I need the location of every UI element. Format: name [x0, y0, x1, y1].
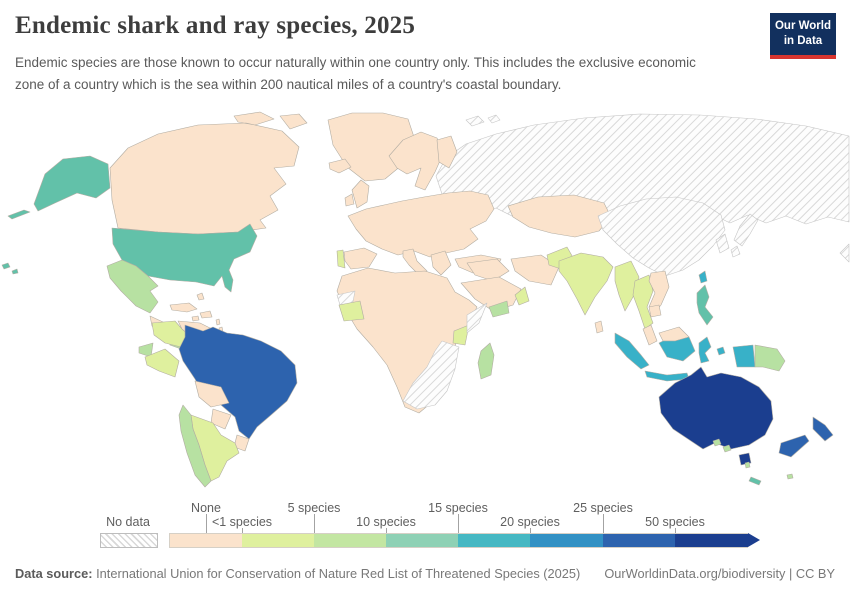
no-data-swatch[interactable] [100, 533, 158, 548]
legend-segment-5[interactable] [458, 533, 530, 548]
legend-segment-7[interactable] [603, 533, 675, 548]
country-new-zealand-south[interactable] [778, 434, 810, 458]
country-europe-continental[interactable] [347, 190, 495, 258]
legend-segment-8[interactable] [675, 533, 748, 548]
world-map [0, 110, 850, 502]
no-data-label: No data [106, 515, 150, 529]
country-india[interactable] [558, 252, 614, 316]
country-moluccas[interactable] [716, 346, 726, 356]
country-solomons[interactable] [712, 438, 732, 453]
country-svalbard[interactable] [465, 114, 501, 127]
legend-tick-6 [530, 528, 531, 533]
country-cuba[interactable] [169, 302, 198, 313]
country-taiwan[interactable] [698, 270, 708, 284]
country-brazil[interactable] [178, 324, 298, 440]
country-mexico[interactable] [106, 259, 159, 314]
legend-tick-2 [242, 528, 243, 533]
country-peru[interactable] [144, 348, 180, 378]
country-malay-peninsula[interactable] [642, 324, 658, 346]
country-somalia[interactable] [466, 302, 488, 334]
country-yemen[interactable] [488, 300, 510, 318]
country-sulawesi[interactable] [698, 336, 712, 364]
country-hawaii[interactable] [1, 262, 19, 275]
legend-tick-8 [675, 528, 676, 533]
legend-arrow [748, 533, 760, 547]
country-uk[interactable] [351, 179, 370, 209]
legend-label-4: 10 species [356, 515, 416, 529]
legend-tick-3 [314, 514, 315, 533]
chart-subtitle: Endemic species are those known to occur… [15, 55, 696, 92]
country-hispaniola[interactable] [199, 310, 213, 319]
legend-segment-3[interactable] [314, 533, 386, 548]
country-vanuatu[interactable] [744, 461, 751, 469]
country-alaska[interactable] [7, 155, 111, 220]
legend-segment-2[interactable] [242, 533, 314, 548]
country-iran[interactable] [510, 254, 560, 286]
legend-tick-4 [386, 528, 387, 533]
legend-label-3: 5 species [287, 501, 341, 515]
country-cambodia[interactable] [648, 304, 662, 318]
country-china[interactable] [597, 196, 726, 277]
country-japan[interactable] [730, 213, 759, 258]
legend-color-bar [169, 533, 748, 548]
legend-segment-1[interactable] [169, 533, 242, 548]
owid-logo-line2: in Data [783, 34, 823, 47]
country-chukotka-sliver[interactable] [839, 243, 850, 263]
country-iraq-syria[interactable] [466, 258, 510, 282]
legend-label-5: 15 species [428, 501, 488, 515]
country-iceland[interactable] [328, 158, 352, 174]
legend-label-6: 20 species [500, 515, 560, 529]
footer-link[interactable]: OurWorldinData.org/biodiversity | CC BY [604, 566, 835, 581]
country-sumatra[interactable] [614, 332, 650, 370]
country-bolivia[interactable] [194, 380, 230, 408]
map-legend: No data None <1 species 5 species 10 specie… [0, 498, 850, 554]
country-canada[interactable] [109, 111, 308, 235]
legend-tick-5 [458, 514, 459, 533]
country-papua-new-guinea[interactable] [754, 344, 786, 372]
country-spain[interactable] [343, 247, 378, 270]
country-balkans[interactable] [430, 250, 452, 276]
data-source: Data source: International Union for Con… [15, 566, 580, 581]
legend-label-7: 25 species [573, 501, 633, 515]
country-new-zealand-north[interactable] [812, 416, 834, 442]
country-scandinavia[interactable] [388, 131, 444, 191]
chart-footer: Data source: International Union for Con… [15, 566, 835, 581]
country-new-caledonia[interactable] [748, 476, 762, 486]
legend-segment-4[interactable] [386, 533, 458, 548]
country-portugal[interactable] [336, 249, 346, 269]
owid-logo-line1: Our World [774, 20, 831, 32]
country-korea[interactable] [715, 233, 730, 254]
country-bangladesh-myanmar[interactable] [614, 260, 640, 312]
legend-label-1: None [191, 501, 221, 515]
legend-tick-1 [206, 514, 207, 533]
world-map-svg [1, 111, 850, 488]
country-kazakhstan[interactable] [507, 194, 612, 238]
country-fiji[interactable] [786, 473, 794, 480]
legend-tick-7 [603, 514, 604, 533]
country-southeast-africa[interactable] [402, 340, 460, 410]
country-chile[interactable] [178, 404, 212, 488]
legend-label-8: 50 species [645, 515, 705, 529]
country-philippines[interactable] [696, 284, 714, 326]
page-title: Endemic shark and ray species, 2025 [15, 12, 416, 39]
country-borneo-indonesia[interactable] [658, 336, 696, 362]
owid-logo[interactable]: Our World in Data [770, 13, 836, 59]
country-paraguay[interactable] [210, 408, 232, 430]
country-mauritania[interactable] [338, 300, 365, 322]
country-australia[interactable] [658, 366, 774, 450]
country-ireland[interactable] [344, 193, 355, 207]
country-finland[interactable] [436, 135, 458, 169]
data-source-text: International Union for Conservation of … [96, 566, 581, 581]
country-west-papua[interactable] [732, 344, 756, 368]
country-oman[interactable] [514, 286, 530, 306]
legend-segment-6[interactable] [530, 533, 603, 548]
country-sri-lanka[interactable] [594, 320, 604, 334]
country-madagascar[interactable] [477, 342, 495, 380]
legend-label-2: <1 species [211, 515, 273, 529]
data-source-label: Data source: [15, 566, 93, 581]
country-kenya[interactable] [452, 324, 470, 346]
country-bahamas[interactable] [196, 292, 205, 301]
country-jamaica[interactable] [191, 315, 200, 322]
